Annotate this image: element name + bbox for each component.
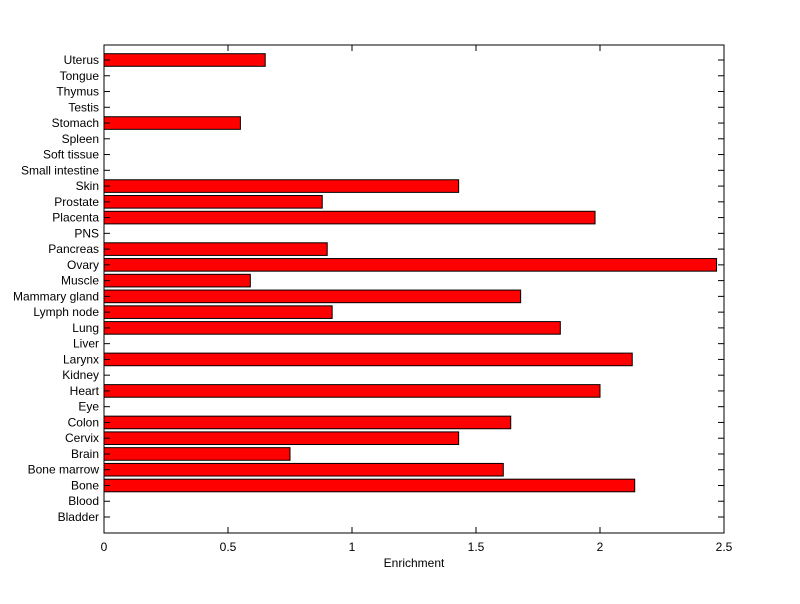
bar-placenta: [103, 210, 596, 225]
x-tick-label: 1.5: [468, 540, 485, 554]
y-tick-label: Testis: [68, 100, 99, 114]
y-tick-label: Lymph node: [33, 305, 99, 319]
y-tick-label: PNS: [74, 226, 99, 240]
y-tick-label: Prostate: [54, 195, 99, 209]
y-tick-label: Brain: [71, 447, 99, 461]
bar-skin: [103, 179, 460, 193]
y-tick-label: Bone marrow: [28, 463, 100, 477]
y-tick-label: Pancreas: [48, 242, 99, 256]
y-tick-label: Tongue: [60, 69, 100, 83]
y-tick-label: Bladder: [58, 510, 99, 524]
bar-prostate: [103, 195, 323, 209]
bar-muscle: [103, 273, 251, 288]
y-tick-label: Bone: [71, 478, 99, 492]
bar-pancreas: [103, 242, 328, 256]
y-tick-label: Stomach: [52, 116, 99, 130]
bar-lymph-node: [103, 305, 333, 319]
x-tick-label: 0.5: [220, 540, 237, 554]
bar-stomach: [103, 116, 241, 130]
bar-ovary: [103, 258, 718, 272]
bar-colon: [103, 415, 512, 430]
bars-layer: [103, 53, 718, 493]
y-tick-label: Blood: [68, 494, 99, 508]
y-tick-label: Lung: [72, 321, 99, 335]
y-tick-label: Soft tissue: [43, 148, 99, 162]
plot-frame: [103, 44, 725, 534]
bar-bone: [103, 478, 636, 493]
y-tick-label: Uterus: [64, 53, 99, 67]
bar-heart: [103, 384, 601, 398]
bar-brain: [103, 447, 291, 461]
bar-bone-marrow: [103, 462, 504, 477]
y-tick-label: Mammary gland: [13, 289, 99, 303]
bar-uterus: [103, 53, 266, 67]
bar-larynx: [103, 352, 633, 367]
y-tick-label: Eye: [78, 400, 99, 414]
x-axis-label: Enrichment: [384, 556, 445, 570]
bar-cervix: [103, 431, 460, 446]
x-tick-label: 2.5: [716, 540, 733, 554]
x-tick-label: 2: [597, 540, 604, 554]
x-tick-label: 1: [349, 540, 356, 554]
y-tick-label: Liver: [73, 337, 99, 351]
y-tick-label: Skin: [76, 179, 99, 193]
y-tick-label: Ovary: [67, 258, 99, 272]
x-axis: 0 0.5 1 1.5 2 2.5: [101, 45, 733, 554]
y-tick-label: Kidney: [62, 368, 99, 382]
y-tick-label: Heart: [70, 384, 100, 398]
y-tick-label: Cervix: [65, 431, 99, 445]
x-tick-label: 0: [101, 540, 108, 554]
y-tick-label: Placenta: [52, 211, 99, 225]
y-tick-label: Muscle: [61, 274, 99, 288]
y-tick-label: Colon: [68, 415, 99, 429]
y-tick-label: Small intestine: [21, 163, 99, 177]
bar-lung: [103, 321, 561, 335]
y-tick-label: Larynx: [63, 352, 99, 366]
y-tick-label: Spleen: [62, 132, 99, 146]
y-tick-label: Thymus: [56, 85, 99, 99]
bar-mammary-gland: [103, 289, 522, 304]
